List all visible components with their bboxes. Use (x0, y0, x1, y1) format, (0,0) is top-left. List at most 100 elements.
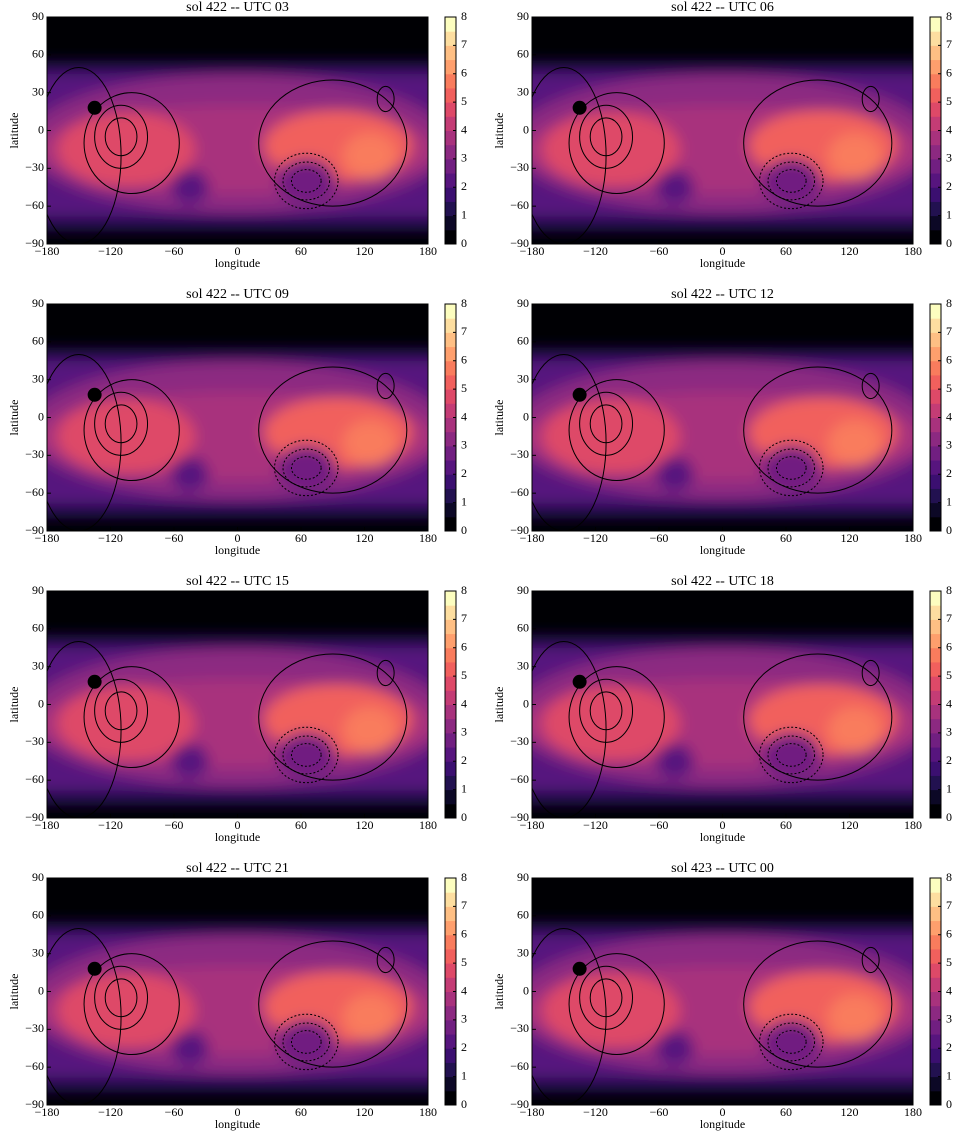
y-tick-label: −60 (510, 198, 529, 212)
x-tick-label: 180 (419, 244, 437, 258)
field-blob (343, 420, 397, 466)
colorbar-band (445, 460, 456, 475)
field-blob (170, 1030, 209, 1066)
field-blob (343, 133, 397, 179)
colorbar-tick-label: 4 (946, 122, 952, 136)
colorbar-band (445, 304, 456, 319)
colorbar-band (445, 173, 456, 188)
x-tick-label: 120 (841, 244, 859, 258)
colorbar-band (445, 761, 456, 776)
contour-line (532, 927, 607, 1105)
y-axis-label: latitude (492, 687, 506, 723)
colorbar-tick-label: 5 (461, 668, 467, 682)
colorbar-band (930, 963, 941, 978)
colorbar-tick-label: 5 (461, 381, 467, 395)
contour-field (47, 304, 428, 531)
topography-contours (532, 640, 893, 818)
contour-field (532, 304, 913, 531)
x-axis-label: longitude (215, 830, 260, 844)
colorbar-band (930, 1076, 941, 1092)
y-tick-label: −90 (25, 810, 44, 824)
colorbar-tick-label: 4 (946, 696, 952, 710)
x-tick-label: 120 (356, 818, 374, 832)
x-tick-label: −180 (35, 1105, 60, 1119)
colorbar-band (930, 1062, 941, 1078)
y-tick-label: −90 (25, 523, 44, 537)
contour-line (258, 79, 408, 207)
y-tick-label: 30 (517, 84, 529, 98)
colorbar-band (445, 102, 456, 117)
colorbar-band (930, 474, 941, 489)
y-tick-label: 30 (32, 945, 44, 959)
field-blob (343, 994, 397, 1040)
y-tick-label: 0 (523, 122, 529, 136)
colorbar-tick-label: 0 (946, 236, 952, 250)
colorbar-band (930, 647, 941, 663)
x-tick-label: −60 (650, 1105, 669, 1119)
field-blob (655, 1030, 694, 1066)
colorbar-band (930, 690, 941, 705)
chart-title: sol 422 -- UTC 09 (186, 287, 289, 302)
colorbar-band (445, 346, 456, 362)
colorbar-band (930, 201, 941, 217)
y-tick-label: −90 (510, 236, 529, 250)
y-tick-label: 0 (38, 409, 44, 423)
x-tick-label: −60 (650, 818, 669, 832)
colorbar-band (445, 906, 456, 922)
colorbar-tick-label: 1 (461, 781, 467, 795)
colorbar-band (930, 73, 941, 89)
colorbar-band (445, 360, 456, 376)
colorbar-band (445, 59, 456, 75)
contour-line (767, 1022, 816, 1062)
y-tick-label: 30 (517, 658, 529, 672)
colorbar-band (445, 934, 456, 950)
panel: −180 −120 −60 0 60 120 180−90−60−300306090sol … (7, 574, 467, 844)
x-tick-label: 120 (841, 818, 859, 832)
x-axis-label: longitude (700, 256, 745, 270)
x-tick-label: −120 (583, 1105, 608, 1119)
panel: −180 −120 −60 0 60 120 180−90−60−300306090sol … (7, 0, 467, 270)
colorbar-band (930, 403, 941, 418)
x-tick-label: 0 (720, 1105, 726, 1119)
x-tick-label: −180 (520, 244, 545, 258)
contour-line (767, 735, 816, 775)
x-axis-label: longitude (700, 830, 745, 844)
contour-line (759, 439, 824, 497)
panel: −180 −120 −60 0 60 120 180−90−60−300306090sol … (492, 287, 952, 557)
colorbar-band (930, 789, 941, 805)
colorbar-tick-label: 0 (946, 1097, 952, 1111)
colorbar-band (930, 591, 941, 606)
colorbar-band (445, 502, 456, 518)
colorbar-tick-label: 3 (461, 151, 467, 165)
field-blob (343, 707, 397, 753)
field-blob (828, 133, 882, 179)
colorbar-band (445, 948, 456, 964)
panel: −180 −120 −60 0 60 120 180−90−60−300306090sol … (492, 861, 952, 1131)
colorbar-tick-label: 4 (946, 409, 952, 423)
colorbar-tick-label: 6 (461, 640, 467, 654)
y-tick-label: 30 (517, 945, 529, 959)
contour-line (258, 366, 408, 494)
field-blob (655, 743, 694, 779)
colorbar-band (445, 892, 456, 907)
colorbar-tick-label: 3 (946, 725, 952, 739)
x-tick-label: −180 (35, 818, 60, 832)
x-tick-label: 60 (780, 818, 792, 832)
colorbar-band (930, 460, 941, 475)
olympus-mons (87, 961, 102, 976)
colorbar-tick-label: 0 (946, 523, 952, 537)
chart-title: sol 422 -- UTC 06 (671, 0, 774, 15)
chart-title: sol 422 -- UTC 18 (671, 574, 774, 589)
y-tick-label: 0 (38, 122, 44, 136)
colorbar-band (445, 87, 456, 103)
field-blob (761, 1019, 821, 1065)
contour-field (47, 878, 428, 1105)
y-tick-label: −30 (510, 734, 529, 748)
colorbar-tick-label: 2 (461, 466, 467, 480)
colorbar-tick-label: 6 (946, 66, 952, 80)
colorbar-band (930, 633, 941, 649)
x-tick-label: 60 (780, 531, 792, 545)
colorbar-band (930, 761, 941, 776)
y-axis-label: latitude (492, 974, 506, 1010)
contour-line (376, 659, 395, 687)
